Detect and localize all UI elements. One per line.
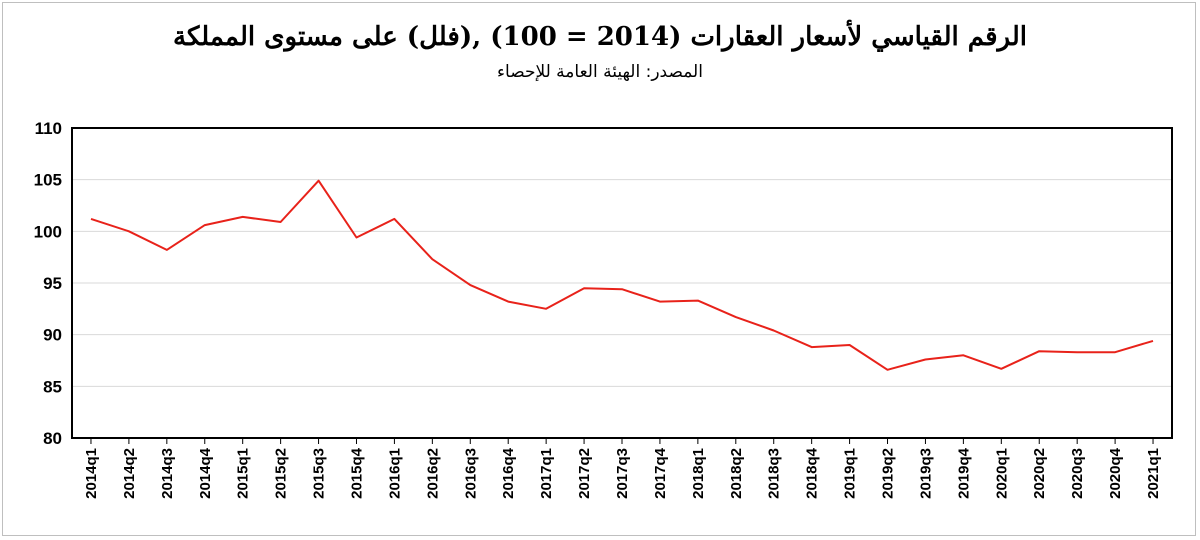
chart-title: الرقم القياسي لأسعار العقارات (2014 = 10… [173,22,1027,52]
x-tick-label: 2016q1 [386,448,403,499]
x-tick-label: 2021q1 [1145,448,1162,499]
series-line [90,179,1154,371]
x-tick-label: 2014q3 [159,448,176,499]
x-tick-label: 2020q4 [1107,447,1124,499]
x-tick-label: 2018q3 [766,448,783,499]
y-tick-label: 80 [43,429,62,448]
x-tick-label: 2015q3 [311,448,328,499]
chart-subtitle: المصدر: الهيئة العامة للإحصاء [497,62,703,82]
y-tick-label: 100 [34,222,62,241]
y-tick-label: 90 [43,326,62,345]
x-tick-label: 2017q1 [538,448,555,499]
x-tick-label: 2015q2 [273,448,290,499]
x-tick-label: 2017q3 [614,448,631,499]
x-tick-label: 2014q2 [121,448,138,499]
y-tick-label: 105 [34,171,62,190]
x-tick-label: 2019q3 [917,448,934,499]
x-tick-label: 2018q4 [804,447,821,499]
x-tick-label: 2014q1 [83,448,100,499]
x-tick-label: 2020q1 [993,448,1010,499]
x-tick-label: 2020q3 [1069,448,1086,499]
gridlines [72,179,1172,387]
x-tick-label: 2016q4 [500,447,517,499]
x-tick-label: 2016q3 [462,448,479,499]
y-tick-label: 85 [43,377,62,396]
x-tick-label: 2018q1 [690,448,707,499]
x-tick-label: 2015q1 [235,448,252,499]
x-axis-ticks: 2014q1 2014q2 2014q3 2014q4 2015q1 2015q2 2015… [83,438,1162,499]
x-tick-label: 2020q2 [1031,448,1048,499]
x-tick-label: 2017q4 [652,447,669,499]
x-tick-label: 2019q4 [955,447,972,499]
x-tick-label: 2014q4 [197,447,214,499]
x-tick-label: 2016q2 [424,448,441,499]
y-axis-ticks: 80 85 90 95 100 105 110 [34,119,62,448]
y-tick-label: 95 [43,274,62,293]
x-tick-label: 2018q2 [728,448,745,499]
x-tick-label: 2017q2 [576,448,593,499]
x-tick-label: 2019q2 [880,448,897,499]
y-tick-label: 110 [35,119,62,138]
x-tick-label: 2019q1 [842,448,859,499]
x-tick-label: 2015q4 [348,447,365,499]
